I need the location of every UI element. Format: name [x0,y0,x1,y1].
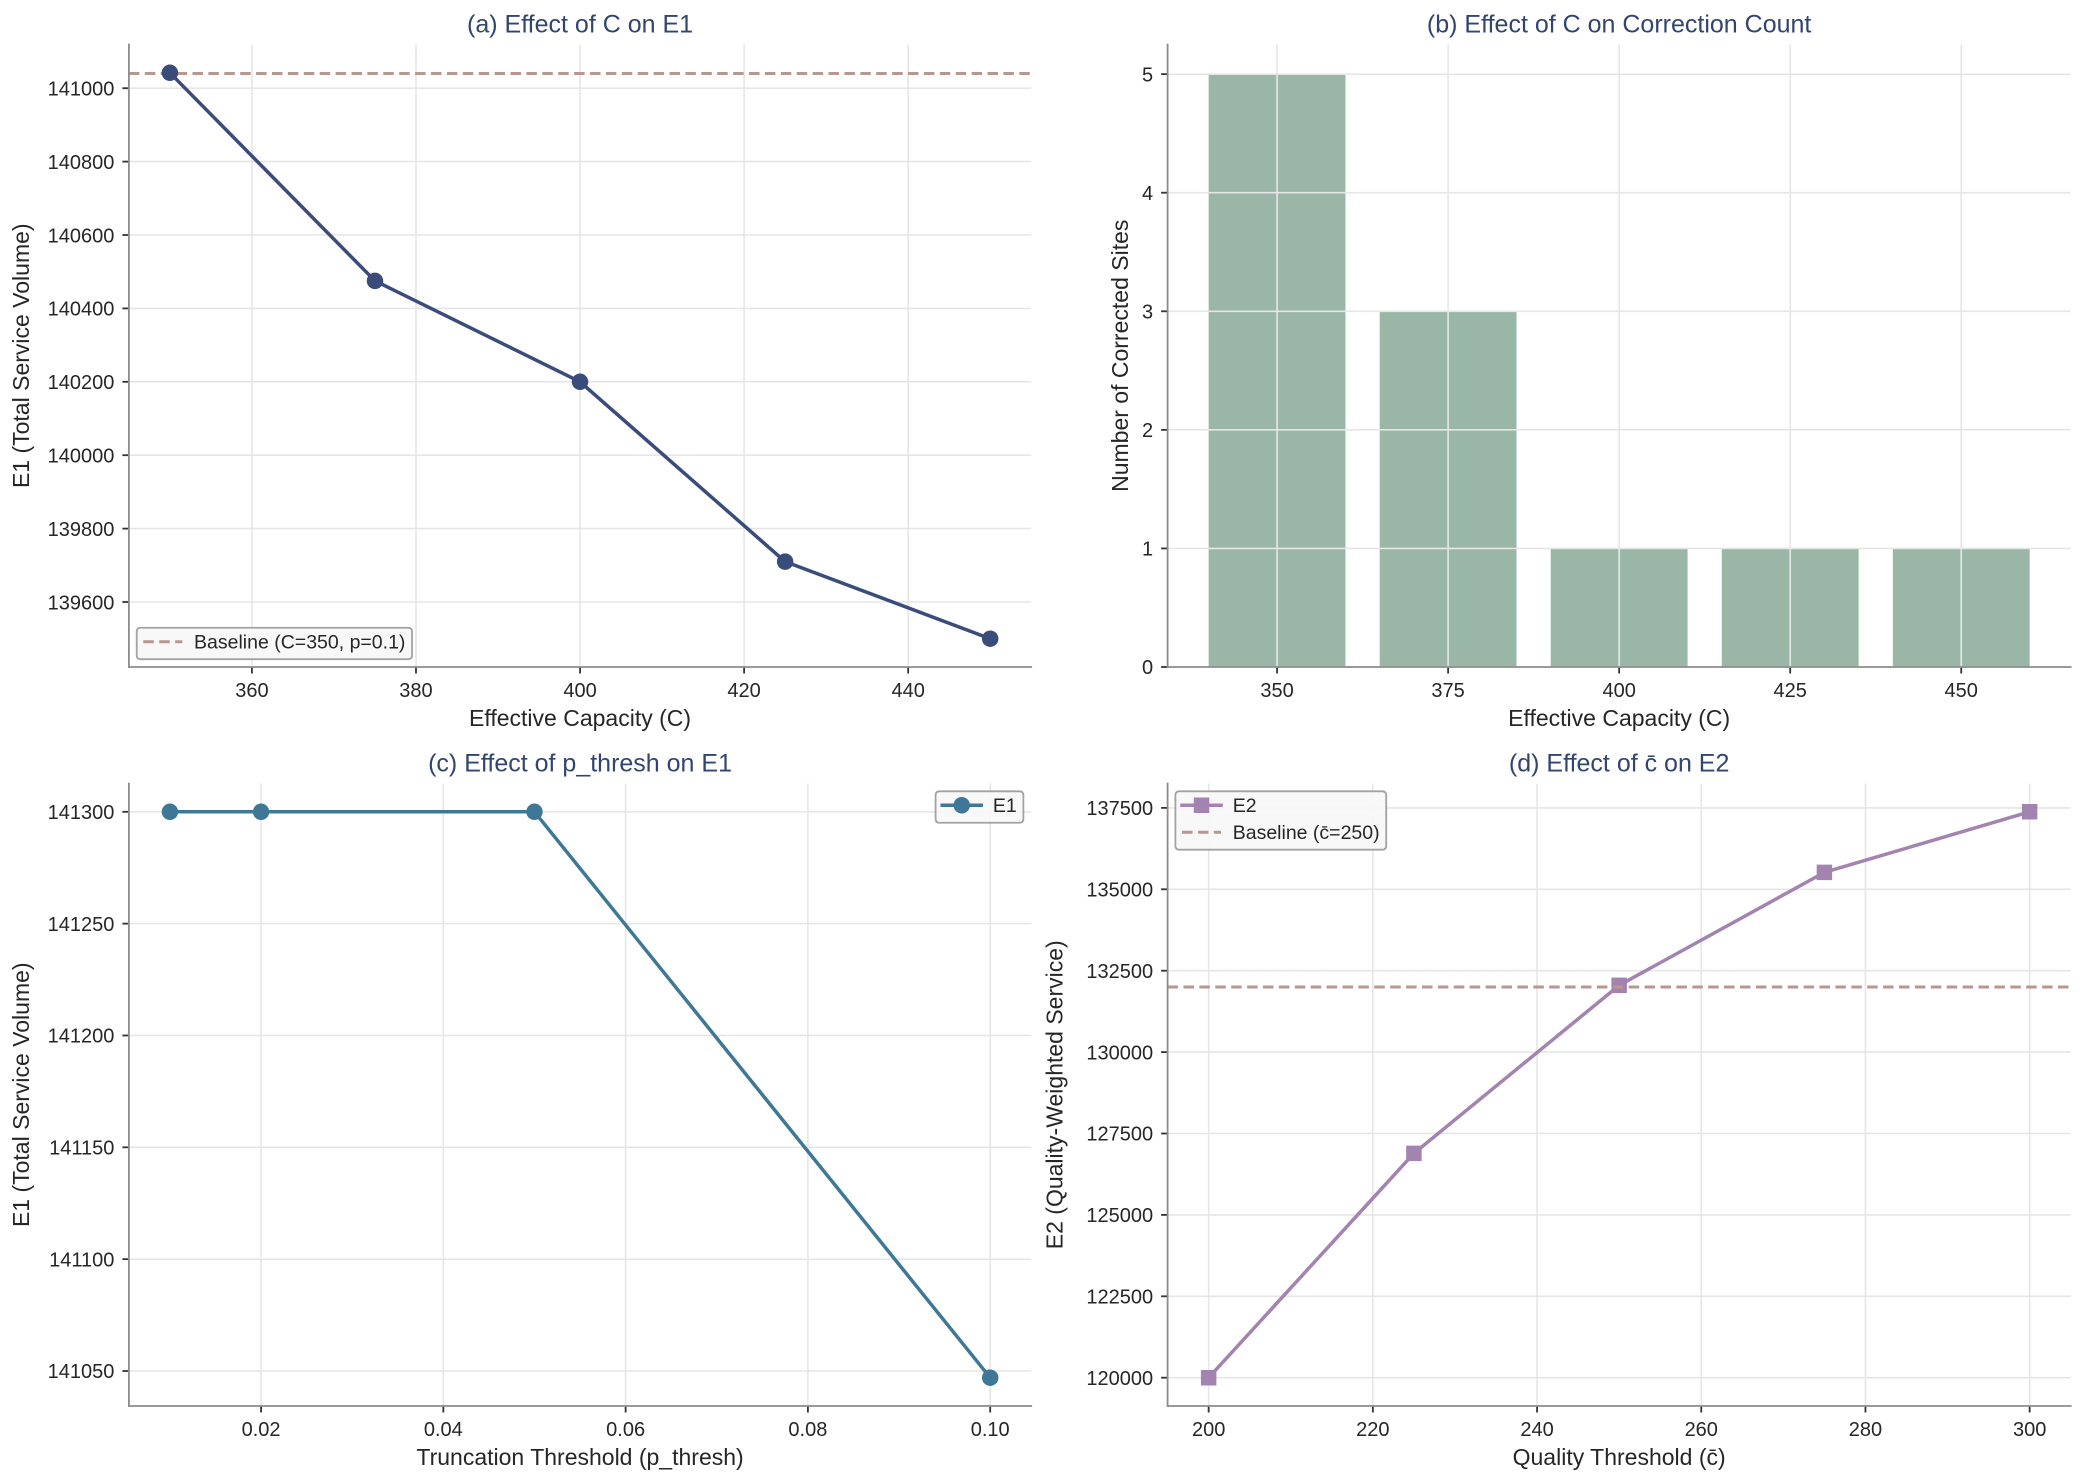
svg-text:Truncation Threshold (p_thresh: Truncation Threshold (p_thresh) [416,1444,743,1470]
svg-text:E1: E1 [993,795,1017,817]
svg-text:(b) Effect of C on Correction: (b) Effect of C on Correction Count [1427,11,1811,39]
svg-text:2: 2 [1142,420,1153,442]
svg-text:Baseline (c̄=250): Baseline (c̄=250) [1233,822,1380,844]
svg-text:E1 (Total Service Volume): E1 (Total Service Volume) [8,223,34,488]
svg-text:135000: 135000 [1086,880,1153,902]
svg-text:(d) Effect of c̄ on E2: (d) Effect of c̄ on E2 [1509,750,1729,778]
svg-text:(a) Effect of C on E1: (a) Effect of C on E1 [467,11,693,39]
svg-text:0.02: 0.02 [242,1419,281,1441]
svg-text:375: 375 [1431,680,1464,702]
svg-text:137500: 137500 [1086,798,1153,820]
svg-text:141150: 141150 [49,1138,114,1160]
svg-text:139800: 139800 [48,519,115,541]
svg-text:200: 200 [1192,1419,1225,1441]
svg-text:Quality Threshold (c̄): Quality Threshold (c̄) [1513,1444,1726,1470]
svg-text:280: 280 [1849,1419,1882,1441]
svg-text:Effective Capacity (C): Effective Capacity (C) [469,705,691,731]
svg-text:240: 240 [1520,1419,1553,1441]
svg-text:425: 425 [1774,680,1807,702]
svg-text:120000: 120000 [1086,1368,1153,1390]
svg-text:127500: 127500 [1086,1124,1153,1146]
svg-text:Baseline (C=350, p=0.1): Baseline (C=350, p=0.1) [194,632,405,654]
svg-text:140200: 140200 [48,372,115,394]
svg-text:Effective Capacity (C): Effective Capacity (C) [1508,705,1730,731]
svg-text:E1 (Total Service Volume): E1 (Total Service Volume) [8,962,34,1227]
svg-text:450: 450 [1945,680,1978,702]
svg-text:0.04: 0.04 [424,1419,463,1441]
svg-text:139600: 139600 [48,592,115,614]
svg-text:0.08: 0.08 [788,1419,827,1441]
svg-text:440: 440 [891,680,924,702]
svg-text:E2: E2 [1233,795,1257,817]
svg-text:141250: 141250 [48,914,115,936]
svg-text:141200: 141200 [48,1026,115,1048]
svg-text:141050: 141050 [48,1361,115,1383]
svg-text:132500: 132500 [1086,961,1153,983]
svg-text:Number of Corrected Sites: Number of Corrected Sites [1107,220,1133,492]
svg-text:140600: 140600 [48,225,115,247]
svg-text:140000: 140000 [48,445,115,467]
svg-text:122500: 122500 [1086,1287,1153,1309]
svg-text:220: 220 [1356,1419,1389,1441]
svg-text:360: 360 [235,680,268,702]
svg-text:400: 400 [1602,680,1635,702]
svg-text:125000: 125000 [1086,1205,1153,1227]
svg-text:141300: 141300 [48,802,115,824]
svg-text:300: 300 [2013,1419,2046,1441]
svg-text:E2 (Quality-Weighted Service): E2 (Quality-Weighted Service) [1042,940,1068,1249]
svg-text:380: 380 [399,680,432,702]
svg-text:1: 1 [1142,539,1153,561]
svg-text:141000: 141000 [48,78,115,100]
svg-text:5: 5 [1142,64,1153,86]
svg-text:(c) Effect of p_thresh on E1: (c) Effect of p_thresh on E1 [428,750,732,778]
svg-text:400: 400 [563,680,596,702]
svg-text:0: 0 [1142,657,1153,679]
svg-text:140800: 140800 [48,152,115,174]
svg-text:4: 4 [1142,183,1153,205]
svg-text:260: 260 [1685,1419,1718,1441]
svg-text:130000: 130000 [1086,1042,1153,1064]
svg-text:140400: 140400 [48,299,115,321]
svg-text:420: 420 [727,680,760,702]
svg-text:0.06: 0.06 [606,1419,645,1441]
svg-text:141100: 141100 [49,1249,114,1271]
svg-text:3: 3 [1142,302,1153,324]
svg-text:350: 350 [1260,680,1293,702]
svg-text:0.10: 0.10 [971,1419,1010,1441]
